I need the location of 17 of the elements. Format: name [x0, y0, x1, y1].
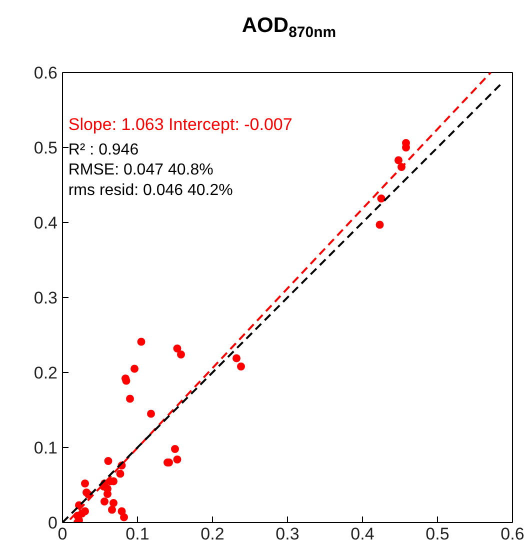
y-tick-label: 0.1 — [34, 438, 58, 458]
annotation: R² : 0.946 — [68, 141, 139, 158]
chart-title: AOD$_{870nm}$ — [242, 13, 336, 44]
x-tick-label: 0.3 — [276, 524, 300, 544]
x-tick-label: 0.5 — [426, 524, 450, 544]
annotation: rms resid: 0.046 40.2% — [68, 182, 233, 199]
y-tick-label: 0.5 — [34, 138, 58, 158]
x-tick-label: 0.6 — [500, 524, 524, 544]
y-tick-label: 0.2 — [34, 364, 58, 382]
x-tick-label: 0.2 — [200, 524, 224, 544]
annotation: RMSE: 0.047 40.8% — [68, 162, 214, 179]
y-tick-label: 0.6 — [34, 64, 58, 82]
annotation: Slope: 1.063 Intercept: -0.007 — [68, 114, 292, 134]
y-tick-label: 0.4 — [34, 214, 58, 232]
y-tick-label: 0.3 — [34, 288, 58, 308]
x-tick-label: 0.4 — [350, 524, 374, 544]
x-tick-label: 0.1 — [126, 524, 150, 544]
